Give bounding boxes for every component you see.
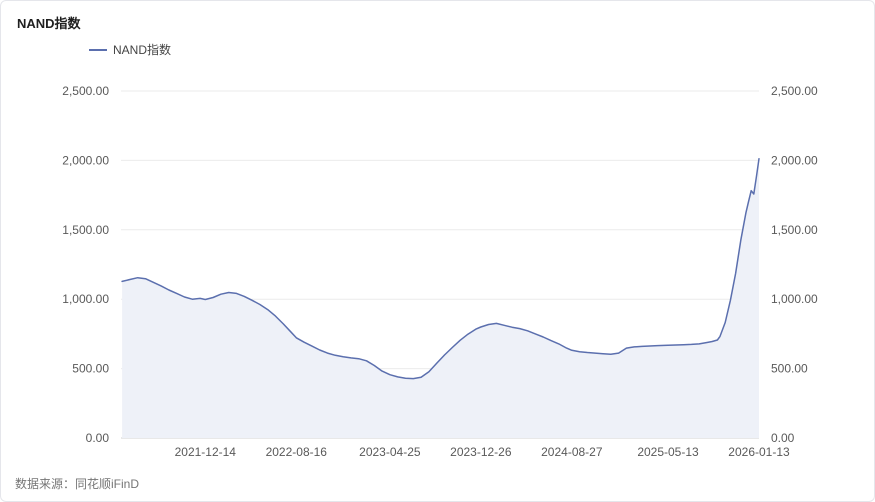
y-axis-label-right: 1,500.00 xyxy=(771,223,818,237)
y-axis-label-right: 1,000.00 xyxy=(771,292,818,306)
y-axis-label-left: 500.00 xyxy=(72,362,109,376)
y-axis-label-right: 0.00 xyxy=(771,431,795,445)
x-axis-label: 2023-04-25 xyxy=(359,445,421,459)
x-axis-label: 2026-01-13 xyxy=(728,445,790,459)
y-axis-label-right: 2,000.00 xyxy=(771,153,818,167)
data-source: 数据来源：同花顺iFinD xyxy=(15,475,139,492)
y-axis-label-left: 2,500.00 xyxy=(62,84,109,98)
x-axis-label: 2024-08-27 xyxy=(541,445,603,459)
legend-line-icon xyxy=(89,48,107,51)
series-line-nand-index xyxy=(121,157,760,380)
y-axis-label-left: 1,500.00 xyxy=(62,223,109,237)
x-axis-label: 2025-05-13 xyxy=(637,445,699,459)
data-source-name: 同花顺iFinD xyxy=(75,477,140,491)
y-axis-label-right: 500.00 xyxy=(771,362,808,376)
x-axis-label: 2023-12-26 xyxy=(450,445,512,459)
data-source-label: 数据来源： xyxy=(15,477,76,491)
y-axis-label-left: 2,000.00 xyxy=(62,153,109,167)
x-axis-label: 2022-08-16 xyxy=(266,445,328,459)
series-area-nand-index xyxy=(122,158,760,438)
legend-label: NAND指数 xyxy=(113,43,172,57)
y-axis-label-left: 1,000.00 xyxy=(62,292,109,306)
legend-item-nand-index[interactable]: NAND指数 xyxy=(89,41,171,58)
y-axis-label-left: 0.00 xyxy=(86,431,110,445)
x-axis-label: 2021-12-14 xyxy=(175,445,237,459)
y-axis-label-right: 2,500.00 xyxy=(771,84,818,98)
nand-index-area-chart: 0.00 0.00 500.00 500.00 1,000.00 1,000.00 1,50… xyxy=(62,84,818,459)
page-title: NAND指数 xyxy=(17,16,81,31)
